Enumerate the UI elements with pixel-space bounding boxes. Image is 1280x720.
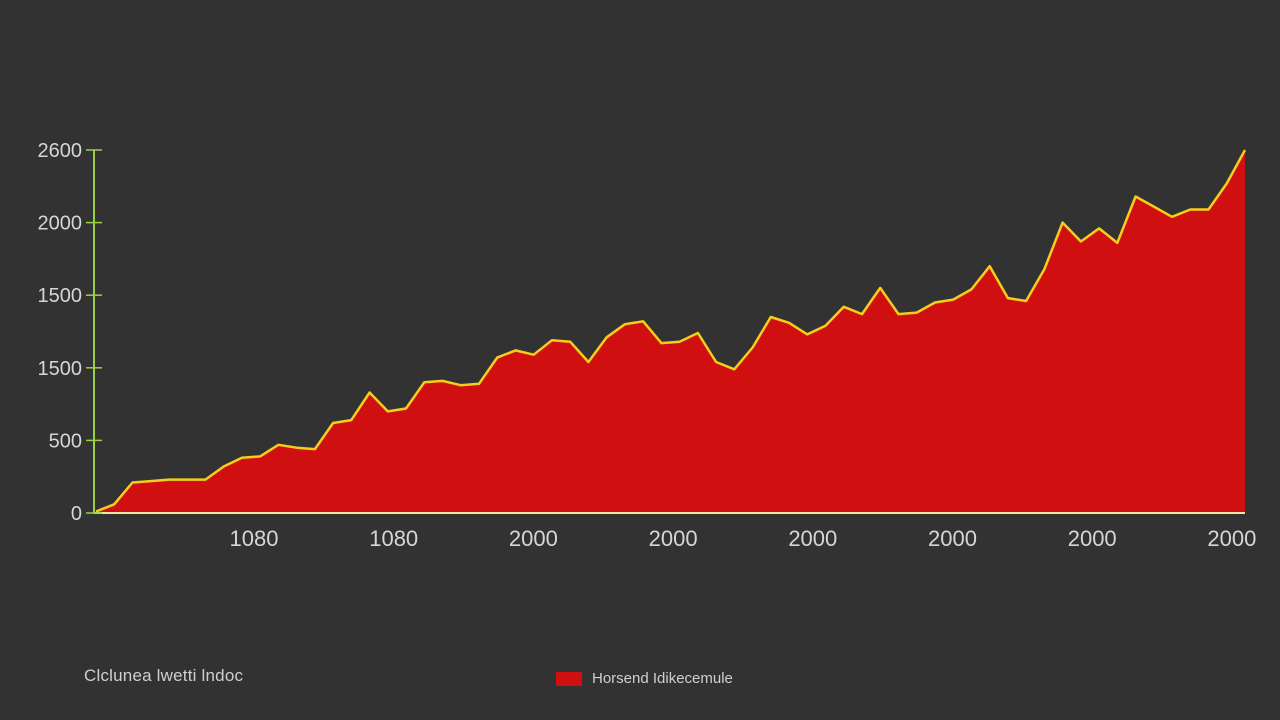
chart-caption: Clclunea lwetti lndoc: [84, 666, 244, 685]
legend-label: Horsend Idikecemule: [592, 670, 733, 687]
x-tick-label: 1080: [230, 526, 279, 551]
x-tick-label: 2000: [509, 526, 558, 551]
y-tick-label: 2000: [38, 213, 83, 235]
x-tick-label: 2000: [1068, 526, 1117, 551]
y-tick-label: 2600: [38, 140, 83, 162]
y-tick-label: 1500: [38, 358, 83, 380]
y-axis-ticks: 0 500 1500 1500 2000 2600: [38, 140, 102, 525]
series-line: [95, 149, 1247, 513]
legend: Horsend Idikecemule: [556, 670, 733, 687]
area-fill: [96, 150, 1245, 513]
x-axis-ticks: 1080 1080 2000 2000 2000 2000 2000 2000: [230, 526, 1257, 551]
y-tick-label: 0: [71, 503, 82, 525]
y-tick-label: 1500: [38, 285, 83, 307]
x-tick-label: 2000: [928, 526, 977, 551]
x-tick-label: 2000: [649, 526, 698, 551]
legend-swatch: [556, 671, 582, 686]
y-tick-label: 500: [49, 430, 82, 452]
x-tick-label: 2000: [1207, 526, 1256, 551]
x-tick-label: 2000: [788, 526, 837, 551]
x-tick-label: 1080: [369, 526, 418, 551]
